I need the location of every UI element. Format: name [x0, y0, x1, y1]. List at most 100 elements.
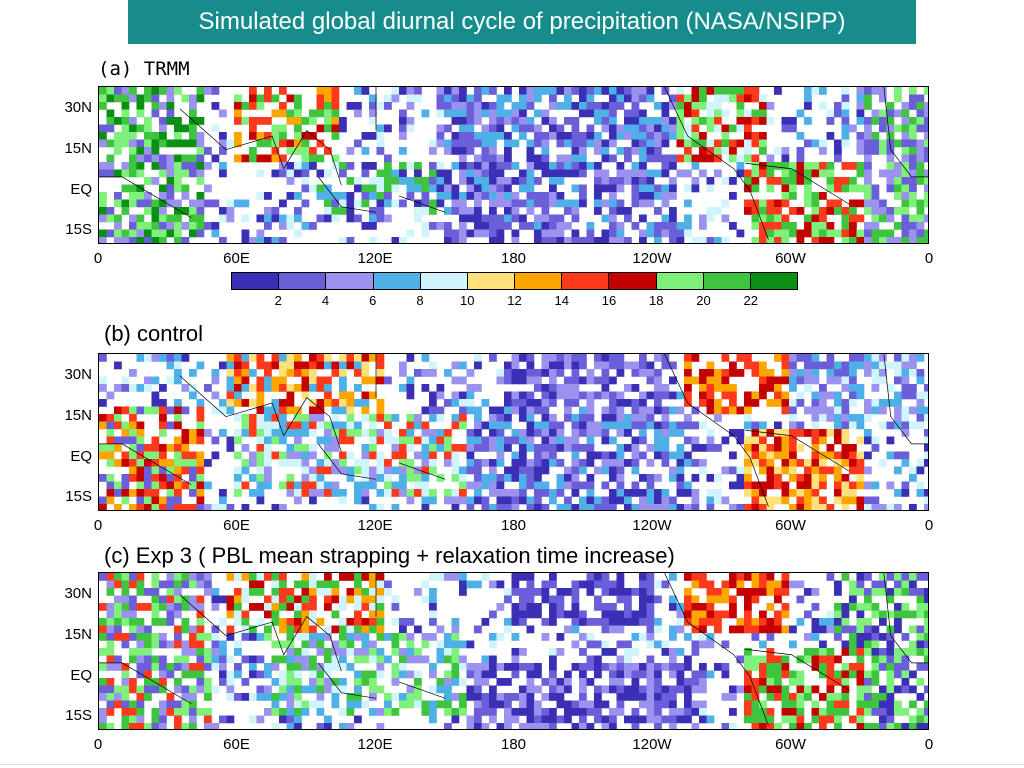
heatmap-cell [751, 436, 760, 445]
heatmap-cell [579, 199, 587, 208]
heatmap-cell [219, 132, 227, 140]
heatmap-cell [129, 436, 137, 445]
heatmap-cell [421, 595, 430, 604]
heatmap-cell [481, 132, 490, 140]
heatmap-cell [196, 708, 205, 716]
heatmap-cell [624, 414, 632, 422]
heatmap-cell [556, 229, 565, 238]
heatmap-cell [556, 369, 565, 377]
heatmap-cell [226, 603, 235, 611]
heatmap-cell [886, 678, 895, 686]
heatmap-cell [474, 715, 482, 724]
heatmap-cell [646, 169, 655, 178]
heatmap-cell [429, 670, 437, 679]
heatmap-cell [114, 625, 122, 634]
heatmap-cell [166, 708, 175, 716]
heatmap-cell [496, 436, 505, 445]
heatmap-cell [654, 184, 662, 193]
heatmap-cell [174, 708, 182, 716]
x-tick-label: 180 [500, 736, 527, 753]
heatmap-cell [346, 474, 355, 482]
heatmap-cell [864, 451, 872, 460]
heatmap-cell [826, 229, 835, 238]
heatmap-cell [654, 640, 662, 649]
heatmap-cell [354, 199, 362, 208]
heatmap-cell [639, 573, 647, 581]
heatmap-cell [729, 147, 737, 155]
heatmap-cell [646, 700, 655, 709]
heatmap-cell [504, 466, 512, 475]
heatmap-cell [556, 489, 565, 497]
heatmap-cell [414, 588, 422, 596]
heatmap-cell [256, 429, 265, 437]
heatmap-cell [804, 94, 812, 103]
heatmap-cell [406, 466, 415, 475]
heatmap-cell [654, 496, 662, 505]
heatmap-cell [264, 708, 272, 716]
heatmap-cell [361, 376, 370, 385]
heatmap-cell [684, 685, 692, 694]
heatmap-cell [811, 685, 820, 694]
heatmap-cell [286, 640, 295, 649]
heatmap-cell [624, 132, 632, 140]
heatmap-cell [174, 504, 182, 510]
heatmap-cell [144, 633, 152, 641]
heatmap-cell [826, 132, 835, 140]
heatmap-cell [751, 109, 760, 118]
y-tick-label: 15S [65, 221, 92, 239]
heatmap-cell [624, 610, 632, 619]
heatmap-cell [691, 474, 700, 482]
heatmap-cell [144, 504, 152, 510]
heatmap-cell [286, 625, 295, 634]
heatmap-cell [339, 436, 347, 445]
heatmap-cell [706, 361, 715, 370]
heatmap-cell [631, 361, 640, 370]
heatmap-cell [706, 384, 715, 392]
heatmap-cell [676, 169, 685, 178]
heatmap-cell [549, 573, 557, 581]
heatmap-cell [864, 237, 872, 243]
heatmap-cell [811, 618, 820, 626]
heatmap-cell [909, 391, 917, 400]
heatmap-cell [114, 489, 122, 497]
heatmap-cell [766, 399, 775, 407]
heatmap-cell [144, 87, 152, 95]
heatmap-cell [781, 222, 790, 230]
heatmap-cell [444, 222, 452, 230]
heatmap-cell [826, 451, 835, 460]
heatmap-cell [856, 94, 865, 103]
heatmap-cell [136, 147, 145, 155]
heatmap-cell [864, 693, 872, 701]
heatmap-cell [669, 693, 677, 701]
heatmap-cell [226, 214, 235, 223]
heatmap-cell [624, 124, 632, 133]
heatmap-cell [354, 595, 362, 604]
heatmap-cell [796, 708, 805, 716]
heatmap-cell [159, 154, 167, 163]
heatmap-cell [151, 715, 160, 724]
heatmap-cell [894, 723, 902, 729]
heatmap-cell [526, 595, 535, 604]
heatmap-cell [556, 633, 565, 641]
heatmap-cell [669, 154, 677, 163]
heatmap-cell [279, 588, 287, 596]
heatmap-cell [601, 610, 610, 619]
heatmap-cell [99, 214, 107, 223]
heatmap-cell [489, 414, 497, 422]
heatmap-cell [264, 633, 272, 641]
heatmap-cell [924, 640, 928, 649]
heatmap-cell [121, 199, 130, 208]
heatmap-cell [474, 489, 482, 497]
heatmap-cell [294, 580, 302, 589]
heatmap-cell [511, 633, 520, 641]
heatmap-cell [826, 361, 835, 370]
heatmap-cell [729, 429, 737, 437]
heatmap-cell [219, 207, 227, 215]
heatmap-cell [466, 693, 475, 701]
heatmap-cell [459, 391, 467, 400]
heatmap-cell [789, 184, 797, 193]
heatmap-cell [714, 610, 722, 619]
heatmap-cell [616, 429, 625, 437]
heatmap-cell [459, 496, 467, 505]
heatmap-cell [166, 573, 175, 581]
